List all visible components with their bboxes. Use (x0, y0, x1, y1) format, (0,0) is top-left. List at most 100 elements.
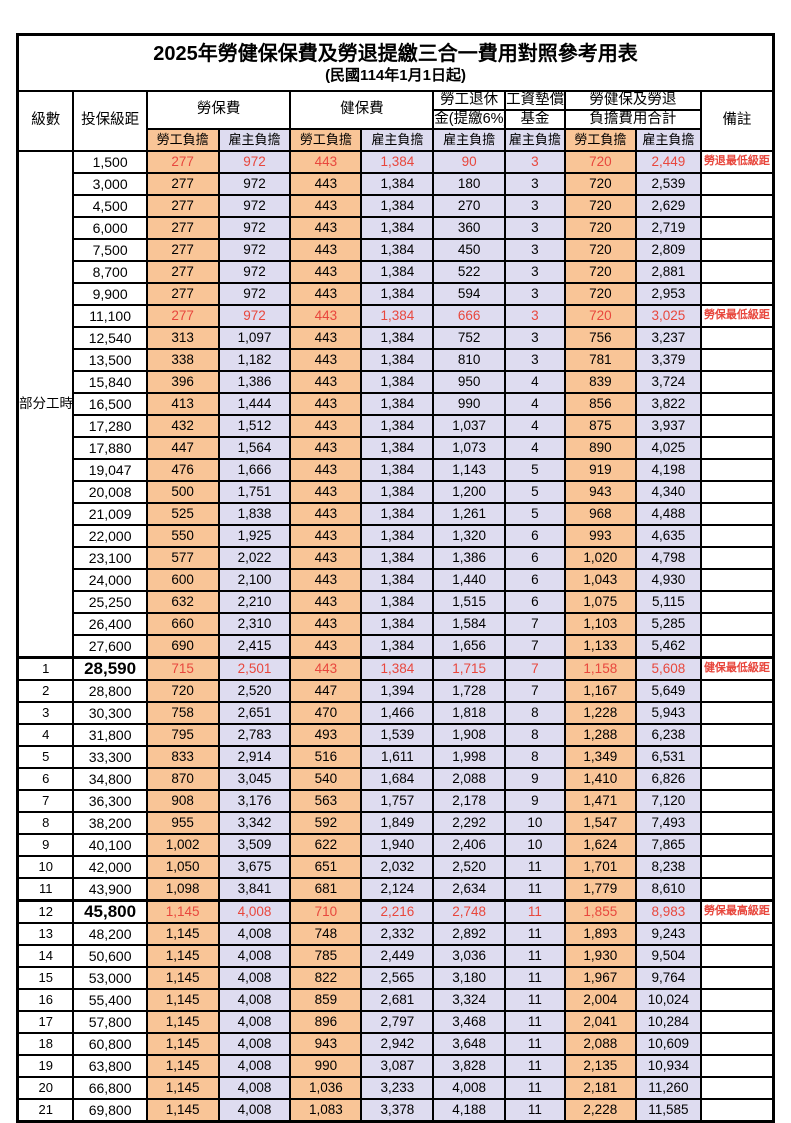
value-cell: 822 (289, 966, 363, 990)
value-cell: 943 (289, 1032, 363, 1056)
value-cell: 4,488 (634, 502, 702, 526)
level-cell: 9 (16, 833, 75, 857)
value-cell: 10,934 (634, 1054, 702, 1078)
table-row: 23,100 577 2,022 443 1,384 1,386 6 1,020 4,798 (18, 546, 775, 570)
bracket-cell: 48,200 (72, 922, 148, 946)
value-cell: 600 (145, 568, 220, 592)
bracket-cell: 53,000 (72, 966, 148, 990)
page-title: 2025年勞健保保費及勞退提繳三合一費用對照參考用表 (153, 43, 638, 66)
level-cell: 16 (16, 988, 75, 1012)
value-cell: 1,384 (360, 260, 435, 284)
value-cell: 3,468 (432, 1010, 507, 1034)
value-cell: 5,115 (634, 590, 702, 614)
value-cell: 4,198 (634, 458, 702, 482)
value-cell: 908 (145, 789, 220, 813)
value-cell: 6 (504, 568, 566, 592)
value-cell: 3 (504, 172, 566, 196)
col-header-total-line2: 負擔費用合計 (563, 109, 702, 130)
value-cell: 4 (504, 370, 566, 394)
value-cell: 1,394 (360, 679, 435, 703)
value-cell: 6 (504, 546, 566, 570)
table-row: 17,880 447 1,564 443 1,384 1,073 4 890 4,025 (18, 436, 775, 460)
value-cell: 2,629 (634, 194, 702, 218)
value-cell: 1,701 (563, 855, 637, 879)
value-cell: 6,826 (634, 767, 702, 791)
level-group-cell: 部分工時 (16, 150, 75, 659)
note-cell (699, 392, 775, 416)
table-row: 7,500 277 972 443 1,384 450 3 720 2,809 (18, 238, 775, 262)
note-cell (699, 590, 775, 614)
value-cell: 90 (432, 150, 507, 174)
subheader-wage-fund-employer: 雇主負擔 (504, 128, 566, 152)
value-cell: 4,340 (634, 480, 702, 504)
value-cell: 443 (289, 612, 363, 636)
note-cell (699, 546, 775, 570)
premium-reference-table: 2025年勞健保保費及勞退提繳三合一費用對照參考用表 (民國114年1月1日起)… (16, 33, 775, 1123)
value-cell: 10,024 (634, 988, 702, 1012)
table-title-cell: 2025年勞健保保費及勞退提繳三合一費用對照參考用表 (民國114年1月1日起) (16, 33, 775, 92)
value-cell: 3,233 (360, 1076, 435, 1100)
value-cell: 277 (145, 172, 220, 196)
value-cell: 493 (289, 723, 363, 747)
value-cell: 2,216 (360, 899, 435, 924)
value-cell: 2,004 (563, 988, 637, 1012)
value-cell: 4,635 (634, 524, 702, 548)
value-cell: 4,025 (634, 436, 702, 460)
value-cell: 3,937 (634, 414, 702, 438)
table-row: 14 50,600 1,145 4,008 785 2,449 3,036 11 1,930 9,… (16, 944, 775, 968)
value-cell: 3,379 (634, 348, 702, 372)
value-cell: 1,444 (217, 392, 292, 416)
value-cell: 396 (145, 370, 220, 394)
col-header-pension-line2: 金(提繳6%) (432, 109, 507, 130)
value-cell: 4,008 (217, 944, 292, 968)
value-cell: 3,180 (432, 966, 507, 990)
bracket-cell: 30,300 (72, 701, 148, 725)
table-row: 17 57,800 1,145 4,008 896 2,797 3,468 11 2,041 10… (16, 1010, 775, 1034)
value-cell: 2,881 (634, 260, 702, 284)
value-cell: 1,384 (360, 436, 435, 460)
value-cell: 3 (504, 150, 566, 174)
value-cell: 443 (289, 656, 363, 681)
value-cell: 2,797 (360, 1010, 435, 1034)
value-cell: 4 (504, 392, 566, 416)
bracket-cell: 55,400 (72, 988, 148, 1012)
value-cell: 1,967 (563, 966, 637, 990)
note-cell (699, 238, 775, 262)
value-cell: 443 (289, 524, 363, 548)
value-cell: 1,624 (563, 833, 637, 857)
note-cell (699, 767, 775, 791)
value-cell: 2,088 (563, 1032, 637, 1056)
table-row: 10 42,000 1,050 3,675 651 2,032 2,520 11 1,701 8,… (16, 855, 775, 879)
value-cell: 1,037 (432, 414, 507, 438)
value-cell: 1,384 (360, 370, 435, 394)
value-cell: 1,145 (145, 944, 220, 968)
value-cell: 1,893 (563, 922, 637, 946)
table-row: 26,400 660 2,310 443 1,384 1,584 7 1,103 5,285 (18, 612, 775, 636)
value-cell: 972 (217, 172, 292, 196)
value-cell: 1,584 (432, 612, 507, 636)
value-cell: 338 (145, 348, 220, 372)
note-cell (699, 1010, 775, 1034)
value-cell: 7,865 (634, 833, 702, 857)
value-cell: 2,681 (360, 988, 435, 1012)
note-cell: 勞保最高級距 (699, 899, 775, 924)
bracket-cell: 43,900 (72, 877, 148, 902)
note-cell (699, 568, 775, 592)
note-cell (699, 634, 775, 659)
value-cell: 4,008 (217, 966, 292, 990)
value-cell: 4,008 (217, 1076, 292, 1100)
value-cell: 1,050 (145, 855, 220, 879)
value-cell: 2,406 (432, 833, 507, 857)
table-row: 7 36,300 908 3,176 563 1,757 2,178 9 1,471 7,120 (16, 789, 775, 813)
table-row: 21,009 525 1,838 443 1,384 1,261 5 968 4,488 (18, 502, 775, 526)
value-cell: 785 (289, 944, 363, 968)
bracket-cell: 9,900 (72, 282, 148, 306)
value-cell: 1,097 (217, 326, 292, 350)
value-cell: 1,384 (360, 172, 435, 196)
col-header-bracket: 投保級距 (72, 90, 148, 152)
value-cell: 443 (289, 546, 363, 570)
value-cell: 1,036 (289, 1076, 363, 1100)
value-cell: 447 (145, 436, 220, 460)
value-cell: 856 (563, 392, 637, 416)
table-row: 20 66,800 1,145 4,008 1,036 3,233 4,008 11 2,181… (16, 1076, 775, 1100)
